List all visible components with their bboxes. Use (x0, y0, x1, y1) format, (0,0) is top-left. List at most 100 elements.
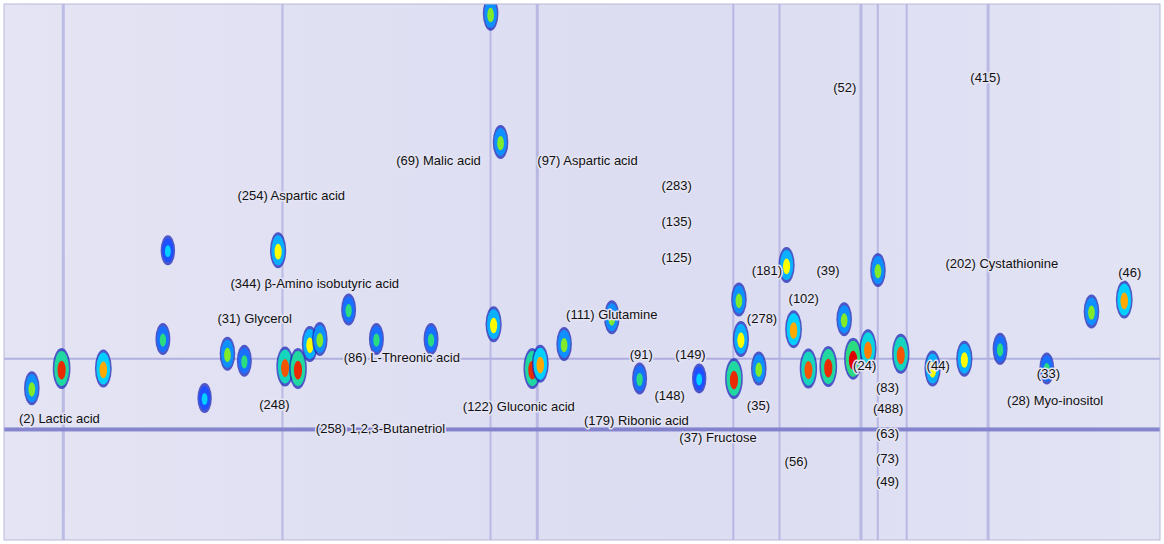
peak (733, 321, 749, 357)
peak-label: (73) (876, 451, 899, 466)
peaks (24, 4, 1133, 413)
peak-ring (343, 296, 355, 322)
peak-halo (1116, 281, 1133, 319)
peak-core (1120, 293, 1128, 310)
streak (906, 4, 908, 540)
peak-label: (35) (747, 398, 770, 413)
peak-ring (314, 325, 327, 353)
peak-core (841, 313, 848, 327)
peak (692, 363, 706, 393)
peak-ring (238, 348, 250, 374)
plot-frame (4, 4, 1160, 540)
peak-ring (291, 351, 306, 386)
peak-ring (1117, 284, 1131, 316)
peak (312, 322, 328, 356)
peak (836, 302, 852, 336)
peak (751, 352, 767, 386)
peak (800, 349, 817, 389)
peak-halo (95, 350, 112, 388)
peak (993, 333, 1008, 365)
peak-halo (220, 337, 236, 371)
peak-label: (283) (661, 178, 691, 193)
peak-core (202, 393, 208, 405)
peak (95, 350, 112, 388)
chart: (2) Lactic acid(31) Glycerol(254) Aspart… (0, 0, 1164, 544)
peak-core (224, 348, 231, 362)
peak-halo (836, 302, 852, 336)
peak-label: (2) Lactic acid (19, 411, 100, 426)
peak-label: (488) (873, 401, 903, 416)
peak (556, 327, 572, 361)
peak-label: (102) (789, 291, 819, 306)
peak-halo (237, 345, 252, 377)
peak-core (487, 8, 494, 22)
peak (155, 323, 170, 355)
peak-label: (46) (1118, 265, 1141, 280)
peak-ring (272, 235, 285, 265)
peak-ring (558, 330, 571, 358)
peak-ring (821, 349, 836, 384)
peak-halo (556, 327, 572, 361)
peak-label: (415) (970, 70, 1000, 85)
peak-halo (493, 125, 509, 159)
baseline-band (4, 427, 1160, 431)
peak (220, 337, 236, 371)
peak-core (58, 361, 66, 380)
peak (870, 253, 886, 287)
peak (161, 235, 175, 265)
peak-halo (24, 371, 40, 405)
peak (785, 310, 802, 348)
peak-label: (69) Malic acid (396, 153, 481, 168)
peak-halo (956, 341, 972, 377)
peak-label: (122) Gluconic acid (463, 399, 575, 414)
peak-core (490, 318, 497, 334)
peak-core (294, 361, 302, 380)
peak-label: (49) (876, 474, 899, 489)
annotations: (2) Lactic acid(31) Glycerol(254) Aspart… (19, 70, 1142, 489)
peak-halo (800, 349, 817, 389)
peak-label: (28) Myo-inositol (1007, 393, 1103, 408)
plot-background (4, 4, 1160, 540)
plot-area (4, 4, 1160, 540)
peak-halo (751, 352, 767, 386)
peak (532, 345, 549, 383)
peak-label: (56) (785, 454, 808, 469)
peak-label: (63) (876, 426, 899, 441)
peak-ring (634, 365, 646, 391)
peak-halo (312, 322, 328, 356)
peak-label: (278) (747, 311, 777, 326)
peak-label: (33) (1037, 366, 1060, 381)
peak-core (730, 371, 738, 390)
peak-ring (487, 309, 500, 339)
peak-ring (425, 326, 437, 352)
peak-core (636, 373, 642, 386)
peak-core (1088, 305, 1095, 319)
peak-ring (727, 361, 742, 396)
peak-core (537, 357, 545, 374)
peak-label: (248) (259, 397, 289, 412)
peak-label: (135) (661, 214, 691, 229)
peak-core (824, 359, 832, 378)
baseline-band (4, 358, 1160, 360)
peak-label: (91) (630, 347, 653, 362)
peak-core (275, 244, 282, 260)
peak-core (281, 359, 289, 377)
peak-label: (31) Glycerol (218, 311, 293, 326)
peak-ring (787, 313, 801, 345)
peak-core (736, 294, 743, 308)
peak-ring (370, 326, 382, 352)
peak-halo (53, 348, 71, 389)
peak-core (804, 361, 812, 379)
peak-core (160, 334, 166, 347)
peak-ring (894, 337, 908, 371)
peak-ring (96, 353, 110, 385)
peak-label: (86) L-Threonic acid (344, 350, 460, 365)
peak-label: (181) (752, 263, 782, 278)
peak-ring (484, 4, 497, 28)
peak-ring (157, 326, 169, 352)
peak-halo (870, 253, 886, 287)
peak-ring (958, 344, 971, 374)
peak-ring (734, 324, 747, 354)
streak (281, 4, 283, 540)
peak-label: (179) Ribonic acid (584, 413, 689, 428)
